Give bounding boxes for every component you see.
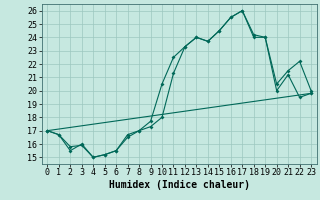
- X-axis label: Humidex (Indice chaleur): Humidex (Indice chaleur): [109, 180, 250, 190]
